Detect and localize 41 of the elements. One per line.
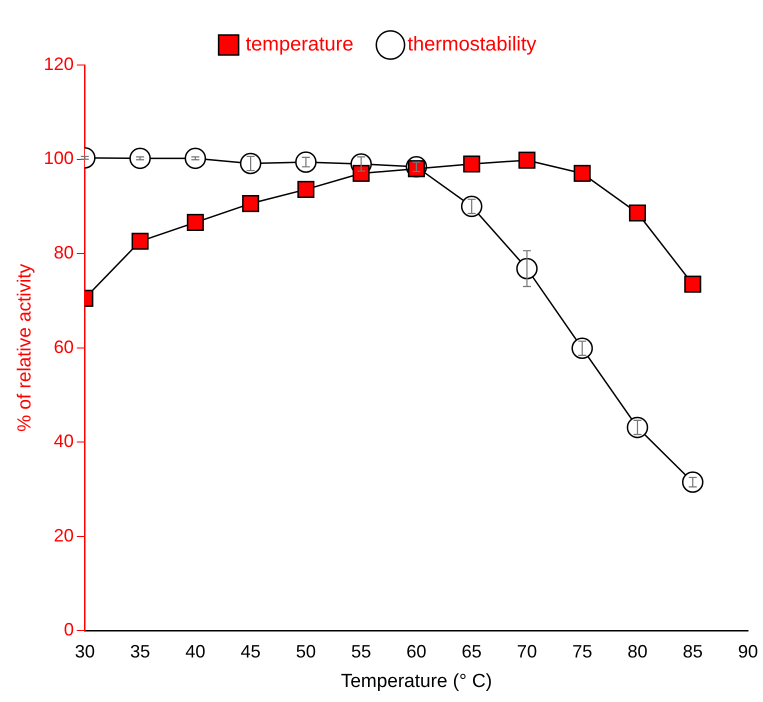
y-tick-label: 60 [54,336,74,357]
y-tick-label: 80 [54,242,74,262]
point [297,180,314,198]
legend-label: thermostability [407,34,536,56]
x-tick-label: 70 [516,641,537,662]
point [682,471,704,493]
y-tick-label: 120 [44,54,74,74]
point [574,164,591,182]
x-tick-label: 50 [296,641,316,662]
legend-label: temperature [246,34,354,56]
y-tick-label: 20 [54,525,74,546]
point [295,151,317,173]
point [684,276,702,293]
point [129,148,151,170]
point [463,155,480,173]
x-tick-label: 65 [462,641,482,662]
x-tick-label: 30 [74,641,95,662]
x-tick-label: 55 [351,641,372,662]
point [240,152,262,174]
x-tick-label: 75 [572,641,592,662]
point [626,416,648,438]
x-tick-label: 35 [130,641,150,662]
point [132,232,149,250]
x-tick-label: 45 [240,641,261,662]
x-tick-label: 60 [406,641,426,662]
x-tick-label: 40 [185,641,206,662]
point [186,214,204,231]
x-tick-label: 90 [738,641,758,662]
point [242,195,260,212]
point [628,204,646,222]
y-tick-label: 0 [64,620,74,640]
x-tick-label: 80 [627,641,648,662]
point [516,258,538,280]
point [352,164,370,182]
x-axis-title: Temperature (° C) [340,670,492,692]
y-tick-label: 100 [44,148,74,168]
y-axis-title: % of relative activity [14,263,36,432]
point [518,152,536,169]
y-tick-label: 40 [54,431,74,452]
x-tick-label: 85 [682,641,703,662]
point [184,148,206,170]
